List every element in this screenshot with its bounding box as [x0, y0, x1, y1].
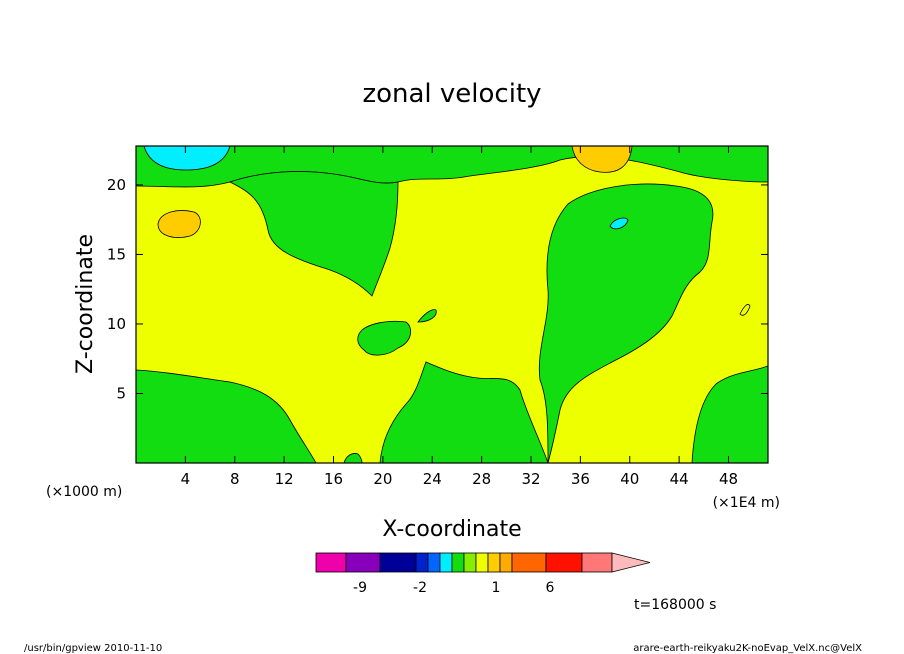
contour-region-negative — [417, 309, 437, 323]
footer-left: /usr/bin/gpview 2010-11-10 — [24, 643, 162, 654]
x-tick-label: 4 — [181, 470, 191, 488]
colorbar-swatch — [581, 552, 613, 573]
colorbar-swatch — [463, 552, 477, 573]
x-tick-label: 24 — [423, 470, 442, 488]
x-tick-label: 28 — [472, 470, 491, 488]
contour-region-negative — [228, 171, 399, 297]
colorbar-swatch — [415, 552, 429, 573]
colorbar-label: 6 — [546, 580, 555, 596]
y-tick-label: 20 — [107, 176, 126, 194]
x-tick-label: 36 — [571, 470, 590, 488]
contour-region-negative — [357, 320, 412, 356]
colorbar-swatch — [511, 552, 547, 573]
y-tick-label: 15 — [107, 245, 126, 263]
colorbar-swatch — [487, 552, 501, 573]
colorbar-arrow — [611, 552, 651, 573]
y-tick-label: 10 — [107, 315, 126, 333]
contour-region-negative — [691, 365, 768, 463]
y-axis-label: Z-coordinate — [73, 234, 98, 374]
colorbar-swatch — [439, 552, 453, 573]
colorbar-label: 1 — [492, 580, 501, 596]
colorbar-swatch — [545, 552, 583, 573]
colorbar-swatch — [379, 552, 417, 573]
x-tick-label: 48 — [719, 470, 738, 488]
contour-region-strong-negative — [143, 146, 231, 171]
x-tick-label: 16 — [324, 470, 343, 488]
x-axis-label: X-coordinate — [382, 517, 521, 542]
colorbar-swatch — [345, 552, 381, 573]
plot-frame — [135, 145, 769, 464]
x-unit-right: (×1E4 m) — [713, 495, 780, 511]
colorbar-swatch — [475, 552, 489, 573]
x-tick-label: 44 — [670, 470, 689, 488]
x-tick-label: 12 — [275, 470, 294, 488]
time-label: t=168000 s — [634, 597, 716, 613]
contour-region-positive — [157, 210, 201, 238]
colorbar-label: -9 — [353, 580, 367, 596]
x-tick-label: 40 — [620, 470, 639, 488]
x-unit-left: (×1000 m) — [46, 484, 122, 500]
colorbar-swatch — [451, 552, 465, 573]
colorbar-label: -2 — [413, 580, 427, 596]
y-tick-label: 5 — [116, 384, 126, 402]
colorbar: -9 -2 1 6 — [315, 552, 651, 596]
contour-region-negative — [136, 369, 317, 463]
contour-region-negative — [538, 183, 714, 463]
contour-region-negative — [379, 361, 549, 463]
x-tick-label: 8 — [230, 470, 240, 488]
colorbar-swatch — [499, 552, 513, 573]
contour-region-positive — [571, 146, 633, 173]
colorbar-swatch — [315, 552, 347, 573]
x-axis: 4 8 12 16 20 24 28 32 36 40 44 48 — [181, 146, 738, 488]
chart-title: zonal velocity — [362, 79, 541, 109]
x-tick-label: 20 — [373, 470, 392, 488]
colorbar-swatch — [427, 552, 441, 573]
contour-region-positive — [739, 304, 751, 316]
x-tick-label: 32 — [521, 470, 540, 488]
footer-right: arare-earth-reikyaku2K-noEvap_VelX.nc@Ve… — [633, 643, 862, 654]
y-axis: 5 10 15 20 — [107, 176, 768, 402]
contour-region-strong-negative — [609, 217, 629, 230]
